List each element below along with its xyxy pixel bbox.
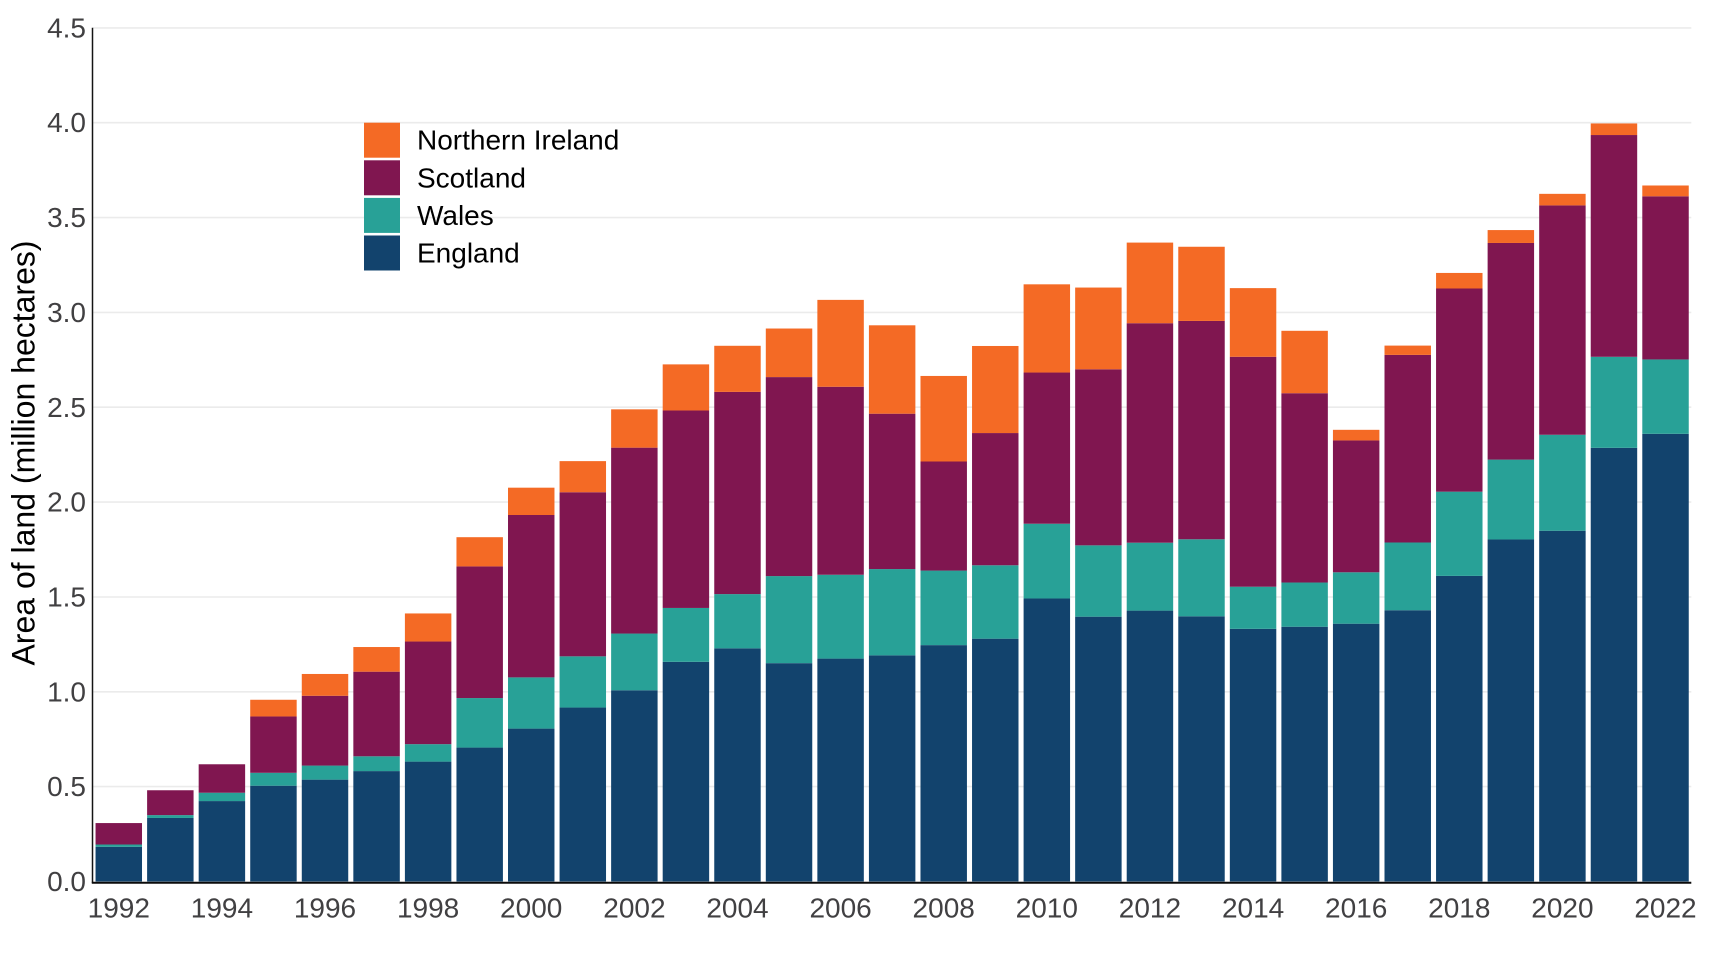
svg-text:2002: 2002 <box>603 893 665 924</box>
svg-text:England: England <box>417 238 520 269</box>
svg-text:2.5: 2.5 <box>47 392 86 423</box>
svg-text:2004: 2004 <box>706 893 768 924</box>
svg-text:1994: 1994 <box>191 893 253 924</box>
svg-text:4.5: 4.5 <box>47 12 86 43</box>
svg-text:0.0: 0.0 <box>47 866 86 897</box>
svg-text:2012: 2012 <box>1119 893 1181 924</box>
svg-text:3.5: 3.5 <box>47 202 86 233</box>
svg-text:1996: 1996 <box>294 893 356 924</box>
svg-text:2020: 2020 <box>1531 893 1593 924</box>
svg-text:2.0: 2.0 <box>47 487 86 518</box>
svg-text:2016: 2016 <box>1325 893 1387 924</box>
svg-text:2008: 2008 <box>913 893 975 924</box>
svg-text:2000: 2000 <box>500 893 562 924</box>
svg-text:2010: 2010 <box>1016 893 1078 924</box>
svg-text:0.5: 0.5 <box>47 771 86 802</box>
svg-text:1998: 1998 <box>397 893 459 924</box>
svg-text:2018: 2018 <box>1428 893 1490 924</box>
svg-text:1.0: 1.0 <box>47 676 86 707</box>
svg-text:2006: 2006 <box>809 893 871 924</box>
svg-text:Wales: Wales <box>417 200 494 231</box>
svg-text:Scotland: Scotland <box>417 162 526 193</box>
svg-text:1.5: 1.5 <box>47 582 86 613</box>
svg-text:3.0: 3.0 <box>47 297 86 328</box>
svg-text:4.0: 4.0 <box>47 107 86 138</box>
svg-text:Area of land (million hectares: Area of land (million hectares) <box>6 240 42 665</box>
svg-text:2022: 2022 <box>1634 893 1696 924</box>
svg-text:2014: 2014 <box>1222 893 1284 924</box>
svg-text:1992: 1992 <box>88 893 150 924</box>
svg-text:Northern Ireland: Northern Ireland <box>417 125 619 156</box>
